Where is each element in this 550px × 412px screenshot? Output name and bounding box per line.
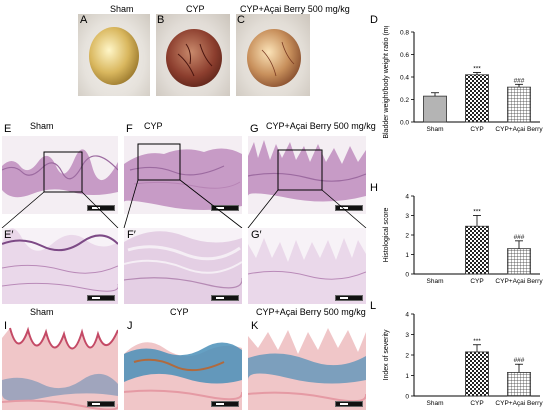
panel-letter-h: H bbox=[370, 182, 378, 194]
y-tick-label: 3 bbox=[405, 332, 409, 339]
category-label: Sham bbox=[427, 126, 444, 133]
y-tick-label: 0 bbox=[405, 394, 409, 401]
scale-bar bbox=[211, 401, 239, 407]
y-tick-label: 4 bbox=[405, 312, 409, 319]
bladder-cyp-acai-graphic bbox=[247, 29, 301, 87]
micrograph-stain-cyp-acai bbox=[248, 318, 366, 410]
bar bbox=[423, 95, 447, 123]
panel-letter-g-prime: G′ bbox=[251, 229, 262, 241]
category-label: CYP+Açai Berry bbox=[495, 126, 543, 133]
photo-cyp bbox=[156, 14, 230, 96]
panel-letter-c: C bbox=[237, 14, 245, 26]
y-tick-label: 1 bbox=[405, 252, 409, 259]
scale-bar bbox=[335, 205, 363, 211]
scale-bar bbox=[87, 401, 115, 407]
y-tick-label: 4 bbox=[405, 194, 409, 201]
y-tick-label: 1 bbox=[405, 373, 409, 380]
scale-bar bbox=[211, 295, 239, 301]
significance-label: ### bbox=[514, 234, 525, 241]
category-label: CYP bbox=[470, 126, 483, 133]
micrograph-stain-sham bbox=[2, 318, 118, 410]
title-cyp-photo: CYP bbox=[186, 4, 205, 14]
bar bbox=[507, 86, 531, 123]
photo-sham bbox=[78, 14, 150, 96]
y-axis-label: Histological score bbox=[383, 207, 390, 262]
significance-label: *** bbox=[473, 66, 481, 73]
category-label: CYP bbox=[470, 400, 483, 407]
panel-letter-e: E bbox=[4, 123, 12, 135]
title-cyp-acai-photo: CYP+Açai Berry 500 mg/kg bbox=[240, 4, 350, 14]
category-label: Sham bbox=[427, 278, 444, 285]
y-tick-label: 0.2 bbox=[400, 97, 409, 104]
category-label: CYP bbox=[470, 278, 483, 285]
significance-label: *** bbox=[473, 338, 481, 345]
title-sham-he: Sham bbox=[30, 121, 54, 131]
title-cyp-acai-stain: CYP+Açai Berry 500 mg/kg bbox=[256, 307, 366, 317]
category-label: CYP+Açai Berry bbox=[495, 400, 543, 407]
bar bbox=[507, 248, 531, 275]
y-tick-label: 0.4 bbox=[400, 75, 409, 82]
chart-h: 0 1 2 3 4 Histological score Sham *** CYP ### CYP+… bbox=[383, 194, 543, 286]
micrograph-he-cyp-acai-high bbox=[248, 228, 366, 304]
y-tick-label: 0.0 bbox=[400, 120, 409, 127]
scale-bar bbox=[335, 401, 363, 407]
panel-letter-d: D bbox=[370, 14, 378, 26]
scale-bar bbox=[335, 295, 363, 301]
bar bbox=[465, 225, 489, 275]
significance-label: *** bbox=[473, 209, 481, 216]
micrograph-he-sham-high bbox=[2, 228, 118, 304]
y-tick-label: 0.8 bbox=[400, 30, 409, 37]
y-axis-label: Index of severity bbox=[383, 329, 390, 380]
photo-cyp-acai bbox=[236, 14, 310, 96]
title-cyp-stain: CYP bbox=[170, 307, 189, 317]
y-axis-label: Bladder weight/body weight ratio (mg/g) bbox=[383, 26, 390, 138]
micrograph-he-cyp-acai-low bbox=[248, 136, 366, 214]
scale-bar bbox=[211, 205, 239, 211]
bar bbox=[507, 372, 531, 397]
y-tick-label: 0.6 bbox=[400, 52, 409, 59]
panel-letter-i: I bbox=[4, 320, 8, 332]
title-cyp-he: CYP bbox=[144, 121, 163, 131]
category-label: Sham bbox=[427, 400, 444, 407]
micrograph-he-cyp-high bbox=[124, 228, 242, 304]
panel-letter-k: K bbox=[251, 320, 259, 332]
panel-letter-e-prime: E′ bbox=[4, 229, 14, 241]
micrograph-he-sham-low bbox=[2, 136, 118, 214]
chart-l: 0 1 2 3 4 Index of severity Sham *** CYP ### CYP+A… bbox=[383, 312, 543, 408]
panel-letter-a: A bbox=[80, 14, 88, 26]
panel-letter-l: L bbox=[370, 300, 377, 312]
title-sham-stain: Sham bbox=[30, 307, 54, 317]
panel-letter-g: G bbox=[250, 123, 259, 135]
title-cyp-acai-he: CYP+Açai Berry 500 mg/kg bbox=[266, 121, 376, 131]
title-sham-photo: Sham bbox=[110, 4, 134, 14]
micrograph-he-cyp-low bbox=[124, 136, 242, 214]
significance-label: ### bbox=[514, 357, 525, 364]
bar bbox=[465, 351, 489, 397]
micrograph-stain-cyp bbox=[124, 318, 242, 410]
scale-bar bbox=[87, 295, 115, 301]
y-tick-label: 0 bbox=[405, 272, 409, 279]
panel-letter-j: J bbox=[127, 320, 133, 332]
y-tick-label: 2 bbox=[405, 233, 409, 240]
bar bbox=[465, 74, 489, 123]
chart-d: 0.0 0.2 0.4 0.6 0.8 Bladder weight/body weigh… bbox=[383, 26, 543, 138]
panel-letter-f-prime: F′ bbox=[127, 229, 136, 241]
bladder-sham-graphic bbox=[89, 27, 139, 85]
panel-letter-b: B bbox=[157, 14, 165, 26]
y-tick-label: 3 bbox=[405, 213, 409, 220]
bladder-cyp-graphic bbox=[166, 29, 222, 87]
zoom-guide-lines bbox=[1, 179, 367, 229]
category-label: CYP+Açai Berry bbox=[495, 278, 543, 285]
significance-label: ### bbox=[514, 77, 525, 84]
y-tick-label: 2 bbox=[405, 353, 409, 360]
panel-letter-f: F bbox=[126, 123, 133, 135]
